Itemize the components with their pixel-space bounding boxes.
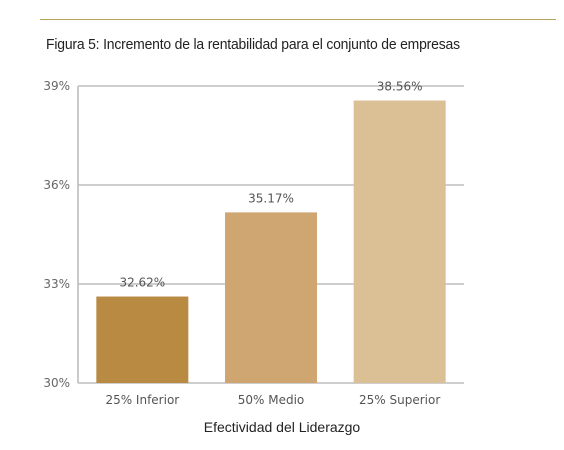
y-tick-label: 33%: [43, 277, 70, 291]
figure-title: Figura 5: Incremento de la rentabilidad …: [46, 36, 460, 53]
x-tick-label: 25% Superior: [359, 393, 440, 407]
y-tick-label: 39%: [43, 79, 70, 93]
bar: [96, 296, 189, 383]
x-tick-label: 25% Inferior: [105, 393, 179, 407]
x-tick-label: 50% Medio: [238, 393, 305, 407]
y-tick-label: 36%: [43, 178, 70, 192]
data-label: 32.62%: [119, 276, 165, 290]
bar: [225, 212, 317, 383]
data-label: 35.17%: [248, 191, 294, 205]
data-label: 38.56%: [377, 80, 423, 94]
top-divider: [40, 19, 556, 20]
y-tick-label: 30%: [43, 376, 70, 390]
bar: [353, 100, 446, 384]
x-axis-label: Efectividad del Liderazgo: [203, 419, 361, 435]
